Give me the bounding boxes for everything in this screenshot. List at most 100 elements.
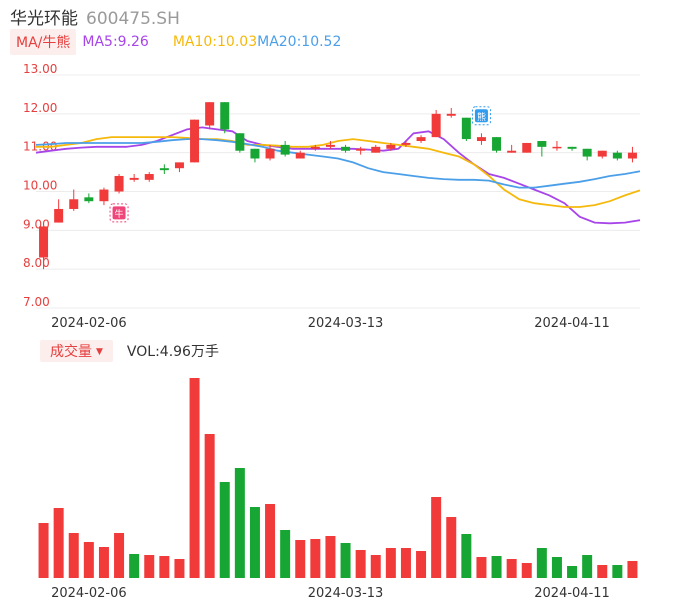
candle-body xyxy=(446,113,456,116)
volume-bar xyxy=(280,530,291,578)
volume-bar xyxy=(38,523,49,578)
candlestick xyxy=(310,144,320,151)
volume-bar xyxy=(53,508,64,578)
volume-bar xyxy=(612,565,623,578)
candlestick xyxy=(69,189,79,211)
candle-body xyxy=(552,146,562,149)
volume-bar xyxy=(83,542,94,578)
candle-body xyxy=(567,146,577,149)
candle-body xyxy=(461,117,471,140)
candle-body xyxy=(114,175,124,192)
volume-bar xyxy=(536,548,547,578)
volume-bar xyxy=(189,378,200,578)
candlestick xyxy=(84,193,94,204)
candlestick xyxy=(552,141,562,151)
candle-body xyxy=(39,226,49,258)
candle-body xyxy=(250,148,260,159)
signal-frame xyxy=(109,203,129,223)
stock-name: 华光环能 xyxy=(10,9,78,29)
candlestick xyxy=(174,162,184,173)
candlestick xyxy=(401,141,411,147)
candlestick xyxy=(431,109,441,138)
volume-indicator-selector[interactable]: 成交量 ▼ xyxy=(40,340,113,362)
candle-body xyxy=(522,142,532,153)
ma20-line xyxy=(35,138,641,189)
signal-label: 熊 xyxy=(477,111,486,123)
price-grid xyxy=(36,74,640,309)
volume-bar xyxy=(582,555,593,578)
candle-body xyxy=(582,148,592,157)
volume-bar xyxy=(234,468,245,578)
candlestick xyxy=(159,164,169,175)
candlestick xyxy=(265,144,275,161)
volume-bar xyxy=(476,557,487,578)
candle-body xyxy=(341,146,351,151)
candle-body xyxy=(310,146,320,149)
volume-bar xyxy=(567,566,578,578)
volume-indicator-label: 成交量 xyxy=(50,344,92,360)
candle-body xyxy=(416,137,426,142)
candlestick xyxy=(582,148,592,161)
volume-bar xyxy=(627,561,638,578)
candlestick xyxy=(144,172,154,182)
date-tick-label: 2024-04-11 xyxy=(534,316,610,331)
candlestick xyxy=(250,148,260,163)
candle-body xyxy=(325,144,335,147)
volume-bar xyxy=(159,556,170,578)
candle-body xyxy=(476,137,486,142)
volume-bar xyxy=(68,533,79,578)
candle-body xyxy=(220,102,230,130)
candlestick xyxy=(416,135,426,143)
volume-bar xyxy=(144,555,155,578)
volume-bar xyxy=(249,507,260,578)
volume-bar xyxy=(325,536,336,578)
volume-value: VOL:4.96万手 xyxy=(126,344,219,360)
volume-date-axis-labels: 2024-02-06 2024-03-13 2024-04-11 xyxy=(51,586,610,601)
volume-bar xyxy=(340,543,351,578)
candlestick xyxy=(220,102,230,134)
candle-body xyxy=(507,150,517,153)
bear-signal-icon: 熊 xyxy=(471,106,491,126)
candlestick xyxy=(597,150,607,159)
volume-bar xyxy=(310,539,321,578)
price-tick-label: 8.00 xyxy=(23,256,50,270)
candle-body xyxy=(54,208,64,223)
price-tick-label: 7.00 xyxy=(23,295,50,309)
candle-body xyxy=(265,148,275,159)
candle-body xyxy=(280,144,290,155)
candlestick xyxy=(627,146,637,163)
signal-markers: 牛熊 xyxy=(109,106,491,223)
candle-body xyxy=(159,168,169,171)
signal-badge xyxy=(474,109,488,123)
candlestick xyxy=(205,102,215,130)
candle-body xyxy=(597,150,607,157)
candlestick xyxy=(461,117,471,142)
candle-body xyxy=(99,189,109,202)
volume-bar xyxy=(521,563,532,578)
volume-bar xyxy=(355,550,366,578)
candle-body xyxy=(174,162,184,169)
candle-body xyxy=(431,113,441,138)
candlestick xyxy=(341,144,351,153)
candlestick xyxy=(492,137,502,153)
date-tick-label: 2024-04-11 xyxy=(534,586,610,601)
candle-body xyxy=(537,141,547,147)
volume-bar xyxy=(416,551,427,578)
volume-bar xyxy=(491,556,502,578)
price-tick-label: 10.00 xyxy=(23,179,57,193)
signal-label: 牛 xyxy=(115,208,124,220)
candlestick xyxy=(39,226,49,270)
ma-indicator-selector[interactable]: MA/牛熊 xyxy=(10,29,77,55)
candle-body xyxy=(129,177,139,180)
candle-body xyxy=(612,152,622,159)
price-tick-label: 13.00 xyxy=(23,62,57,76)
candle-body xyxy=(144,174,154,180)
signal-frame xyxy=(471,106,491,126)
bull-signal-icon: 牛 xyxy=(109,203,129,223)
volume-bar xyxy=(461,534,472,578)
ma10-value: MA10:10.03 xyxy=(172,34,258,50)
candlestick xyxy=(280,141,290,157)
candlestick xyxy=(356,146,366,155)
